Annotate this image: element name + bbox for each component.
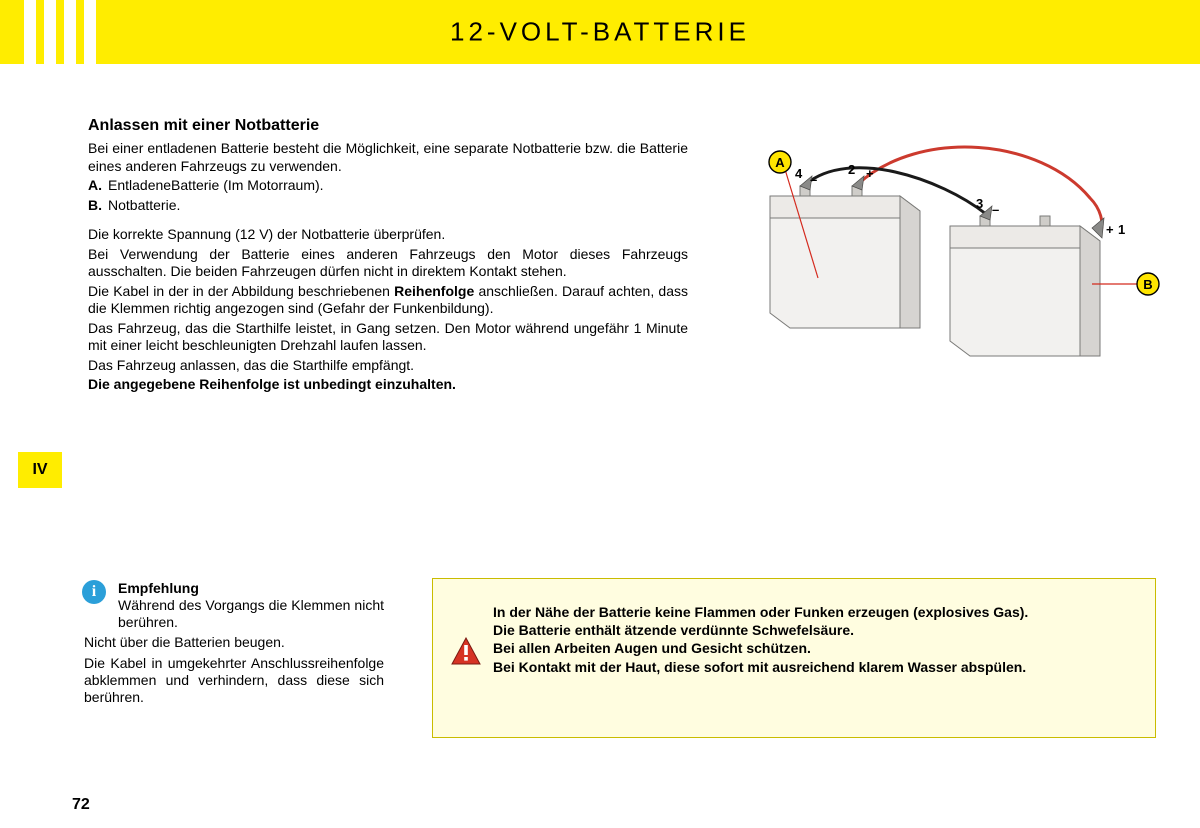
svg-text:A: A <box>775 155 785 170</box>
body-paragraph: Die korrekte Spannung (12 V) der Notbatt… <box>88 226 688 244</box>
header-band: 12-VOLT-BATTERIE <box>0 0 1200 64</box>
terminal-2: 2 <box>848 162 855 177</box>
warning-line: Die Batterie enthält ätzende verdünnte S… <box>493 621 1135 639</box>
warning-line: Bei Kontakt mit der Haut, diese sofort m… <box>493 658 1135 676</box>
terminal-4: 4 <box>795 166 803 181</box>
body-paragraph: Die Kabel in der in der Abbildung beschr… <box>88 283 688 318</box>
list-item: A.EntladeneBatterie (Im Motorraum). <box>88 177 688 195</box>
warning-line: In der Nähe der Batterie keine Flammen o… <box>493 603 1135 621</box>
svg-text:–: – <box>992 202 999 217</box>
battery-a <box>770 186 920 328</box>
svg-text:B: B <box>1143 277 1152 292</box>
warning-line: Bei allen Arbeiten Augen und Gesicht sch… <box>493 639 1135 657</box>
svg-text:–: – <box>810 172 817 187</box>
svg-text:+: + <box>866 166 874 181</box>
battery-diagram: A B 4 – 2 + 3 – 1 + <box>740 128 1160 388</box>
page-number: 72 <box>72 796 90 814</box>
label-b: B <box>1137 273 1159 295</box>
battery-b <box>950 216 1100 356</box>
recommendation-title: Empfehlung <box>118 580 384 597</box>
recommendation-line: Die Kabel in umgekehrter Anschlussreihen… <box>84 655 384 705</box>
intro-paragraph: Bei einer entladenen Batterie besteht di… <box>88 140 688 175</box>
body-paragraph: Das Fahrzeug anlassen, das die Starthilf… <box>88 357 688 375</box>
body-paragraph: Die angegebene Reihenfolge ist unbedingt… <box>88 376 688 394</box>
terminal-1: 1 <box>1118 222 1125 237</box>
warning-icon <box>451 637 481 665</box>
list-item: B.Notbatterie. <box>88 197 688 215</box>
info-icon: i <box>82 580 106 604</box>
label-a: A <box>769 151 791 173</box>
section-heading: Anlassen mit einer Notbatterie <box>88 116 688 136</box>
page-title: 12-VOLT-BATTERIE <box>450 17 750 48</box>
header-stripes <box>24 0 96 64</box>
warning-box: In der Nähe der Batterie keine Flammen o… <box>432 578 1156 738</box>
chapter-tab: IV <box>18 452 62 488</box>
svg-text:+: + <box>1106 222 1114 237</box>
main-text-block: Anlassen mit einer Notbatterie Bei einer… <box>88 116 688 396</box>
body-paragraph: Bei Verwendung der Batterie eines andere… <box>88 246 688 281</box>
body-paragraph: Das Fahrzeug, das die Starthilfe leistet… <box>88 320 688 355</box>
terminal-3: 3 <box>976 196 983 211</box>
recommendation-line: Nicht über die Batterien beugen. <box>84 634 384 651</box>
recommendation-line: Während des Vorgangs die Klemmen nicht b… <box>118 597 384 631</box>
recommendation-block: i Empfehlung Während des Vorgangs die Kl… <box>84 580 384 706</box>
